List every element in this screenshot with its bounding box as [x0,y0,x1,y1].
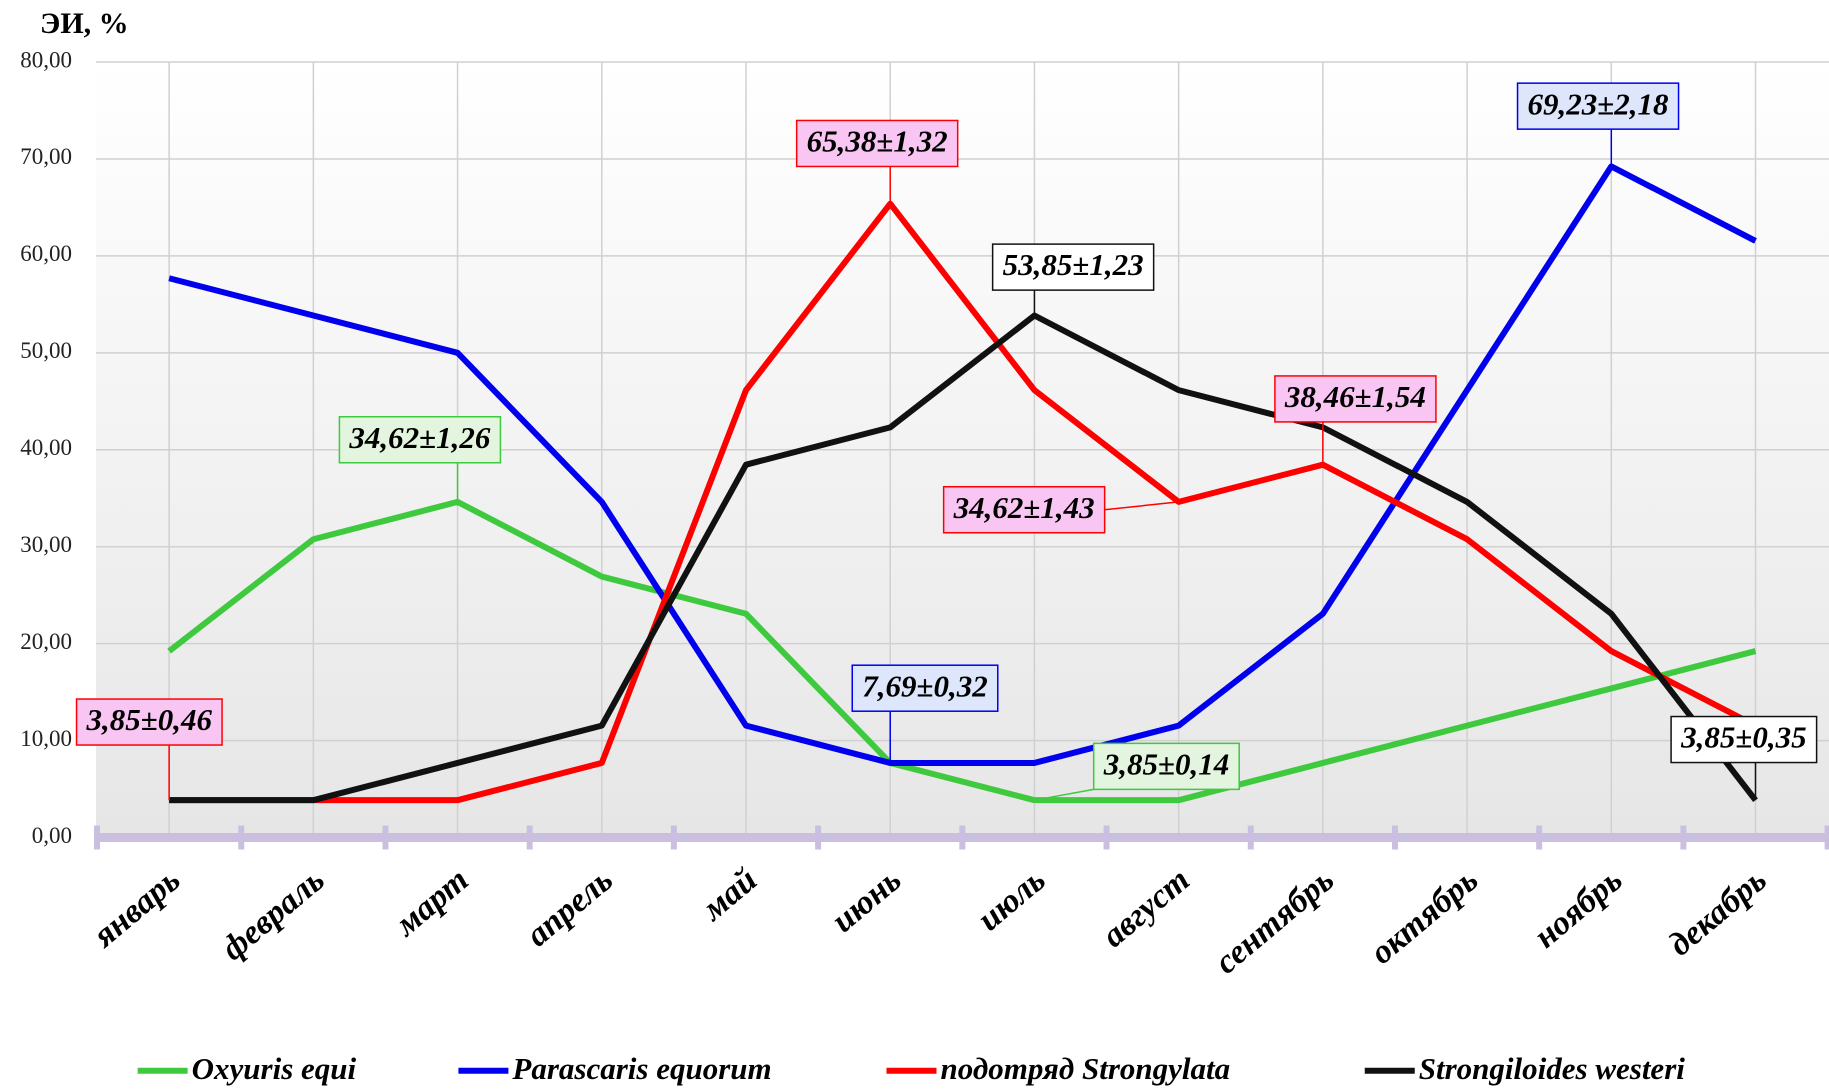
annotation: 65,38±1,32 [795,119,959,204]
data-label: 3,85±0,14 [1103,746,1230,781]
series-line [169,200,1757,804]
leader-line [1104,501,1179,511]
x-tick-label: ноябрь [1527,861,1629,955]
label-box [1516,82,1680,130]
legend-label: подотряд Strongylata [941,1051,1231,1086]
leader-line [1034,788,1094,801]
legend-label: Strongiloides westeri [1419,1051,1686,1086]
annotation: 34,62±1,43 [942,485,1179,534]
label-box [851,664,999,712]
data-label: 7,69±0,32 [862,668,988,703]
annotation: 3,85±0,46 [75,698,223,801]
label-box [795,119,959,168]
legend-label: Parascaris equorum [511,1051,771,1086]
y-tick-label: 0,00 [32,823,72,848]
y-tick-label: 80,00 [20,47,72,72]
x-tick-label: март [387,861,476,944]
data-label: 3,85±0,35 [1680,720,1807,755]
label-box [1092,742,1240,791]
y-tick-label: 10,00 [20,726,72,751]
data-label: 34,62±1,26 [348,420,491,455]
y-tick-label: 40,00 [20,435,72,460]
series-line [169,312,1758,804]
annotation: 3,85±0,14 [1034,742,1240,801]
annotation: 69,23±2,18 [1516,82,1680,167]
label-box [991,243,1155,291]
label-box [338,416,502,464]
y-tick-label: 60,00 [20,241,72,266]
annotation: 3,85±0,35 [1670,715,1818,801]
label-box [1670,715,1818,764]
x-tick-label: август [1095,861,1196,955]
series-line [167,498,1757,804]
label-box [1274,375,1437,423]
x-tick-label: июнь [825,861,909,940]
x-tick-label: декабрь [1662,861,1774,963]
data-label: 38,46±1,54 [1284,379,1426,414]
data-label: 69,23±2,18 [1528,86,1670,121]
x-tick-label: май [693,861,764,929]
legend-label: Oxyuris equi [192,1051,357,1086]
y-tick-label: 70,00 [20,144,72,169]
y-tick-label: 50,00 [20,338,72,363]
x-tick-label: апрель [519,861,619,954]
x-tick-label: сентябрь [1208,861,1341,981]
data-label: 53,85±1,23 [1003,247,1144,282]
data-label: 3,85±0,46 [86,702,213,737]
label-box [75,698,223,746]
x-tick-label: февраль [215,861,332,968]
annotation: 7,69±0,32 [851,664,999,763]
annotation: 38,46±1,54 [1274,375,1437,465]
x-tick-label: январь [85,861,188,955]
label-box [942,485,1106,534]
data-label: 65,38±1,32 [807,124,948,159]
data-label: 34,62±1,43 [953,490,1095,525]
x-tick-label: июль [971,861,1053,938]
annotation: 53,85±1,23 [991,243,1155,316]
annotation: 34,62±1,26 [338,416,502,502]
y-tick-label: 30,00 [20,532,72,557]
y-axis-label: ЭИ, % [40,7,129,40]
x-tick-label: октябрь [1364,861,1486,971]
y-tick-label: 20,00 [20,629,72,654]
series-line [168,163,1757,766]
